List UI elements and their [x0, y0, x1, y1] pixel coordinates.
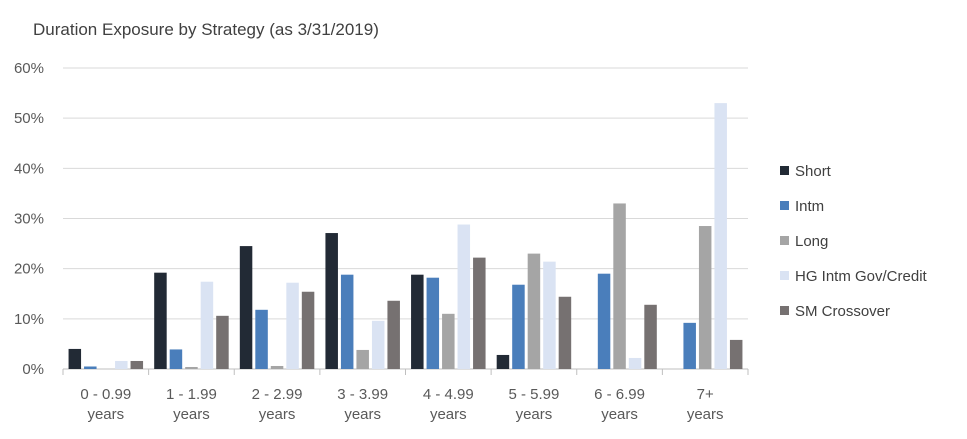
x-tick-label: years [601, 406, 638, 423]
y-tick-label: 60% [14, 60, 44, 77]
bar [527, 253, 541, 369]
bar [473, 257, 486, 369]
x-tick-label: years [516, 406, 553, 423]
x-tick-label: 6 - 6.99 [594, 386, 645, 403]
legend-label: SM Crossover [795, 303, 890, 320]
bar [325, 233, 338, 369]
y-tick-label: 0% [22, 361, 44, 378]
legend-label: Intm [795, 198, 824, 215]
x-tick-label: years [87, 406, 124, 423]
x-tick-label: years [687, 406, 724, 423]
bar [426, 277, 440, 369]
legend-swatch [780, 271, 789, 280]
bar [84, 366, 97, 369]
legend-swatch [780, 306, 789, 315]
x-tick-label: 5 - 5.99 [509, 386, 560, 403]
bar [371, 320, 385, 369]
y-tick-label: 40% [14, 160, 44, 177]
x-tick-label: 0 - 0.99 [80, 386, 131, 403]
bar [714, 103, 727, 369]
bar [411, 274, 424, 369]
bar [286, 282, 299, 369]
bar [729, 339, 743, 369]
y-tick-label: 10% [14, 311, 44, 328]
bar [558, 296, 572, 369]
x-tick-label: 7+ [697, 386, 714, 403]
legend-swatch [780, 201, 789, 210]
bar [154, 272, 167, 369]
legend-swatch [780, 166, 789, 175]
bar [644, 304, 657, 369]
y-tick-label: 30% [14, 211, 44, 228]
bar [442, 313, 455, 369]
bar [130, 360, 144, 369]
x-tick-label: 4 - 4.99 [423, 386, 474, 403]
x-tick-label: 1 - 1.99 [166, 386, 217, 403]
x-tick-label: years [173, 406, 210, 423]
bar [543, 261, 556, 369]
bar [683, 322, 696, 369]
bar [200, 281, 214, 369]
bar [115, 360, 128, 369]
legend-label: Long [795, 233, 828, 250]
bar [301, 291, 315, 369]
x-tick-label: years [430, 406, 467, 423]
bar [270, 365, 284, 369]
bar [340, 274, 354, 369]
bar [216, 315, 229, 369]
bar [597, 273, 611, 369]
bar [387, 300, 400, 369]
legend-swatch [780, 236, 789, 245]
bar [169, 349, 183, 369]
x-tick-label: years [259, 406, 296, 423]
bar [628, 357, 642, 369]
bar [255, 309, 268, 369]
x-tick-label: 3 - 3.99 [337, 386, 388, 403]
bar [698, 226, 712, 369]
bar [457, 224, 471, 369]
bar [356, 349, 369, 369]
bar [68, 348, 82, 369]
bar [185, 366, 198, 369]
x-tick-label: 2 - 2.99 [252, 386, 303, 403]
bar [239, 246, 253, 369]
y-tick-label: 50% [14, 110, 44, 127]
bar [512, 284, 525, 369]
legend-label: HG Intm Gov/Credit [795, 268, 928, 285]
bar [613, 203, 626, 369]
y-tick-label: 20% [14, 261, 44, 278]
bar [496, 354, 510, 369]
legend-label: Short [795, 163, 832, 180]
x-tick-label: years [344, 406, 381, 423]
chart-title: Duration Exposure by Strategy (as 3/31/2… [33, 20, 379, 39]
